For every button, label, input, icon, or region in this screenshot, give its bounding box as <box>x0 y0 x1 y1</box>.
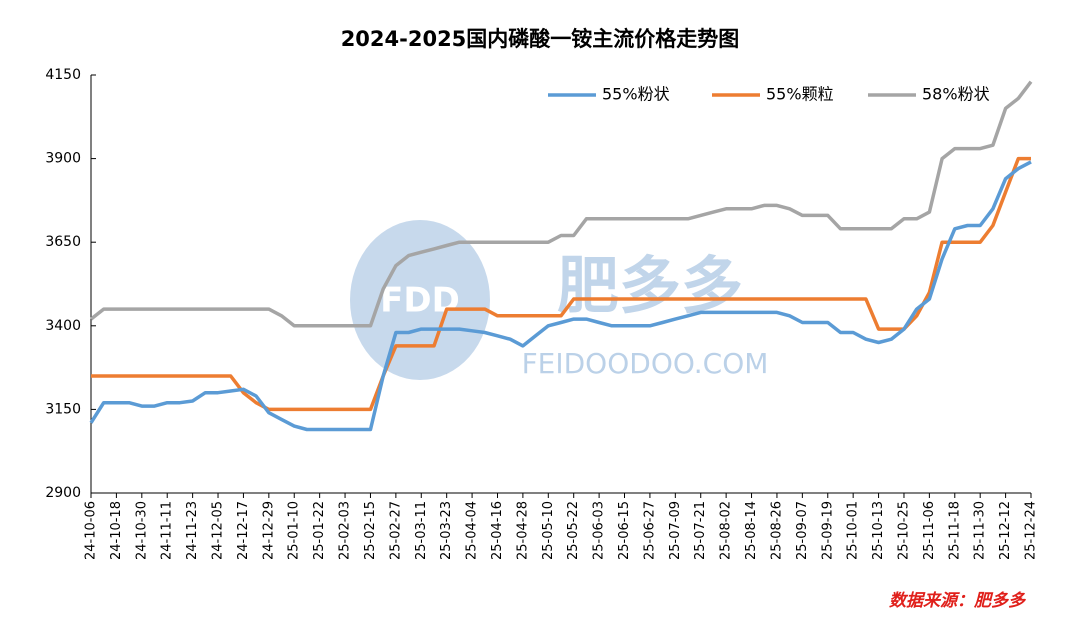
series-line <box>89 160 1032 432</box>
legend-label: 58%粉状 <box>922 85 990 104</box>
x-tick-label: 25-10-25 <box>896 501 911 560</box>
x-tick-label: 25-10-01 <box>846 501 861 560</box>
x-tick-label: 25-07-09 <box>668 501 683 560</box>
y-tick-label: 2900 <box>45 485 81 501</box>
x-tick-label: 25-09-19 <box>820 501 835 560</box>
x-tick-label: 25-02-15 <box>363 501 378 560</box>
x-tick-label: 24-12-05 <box>211 501 226 560</box>
y-tick-label: 4150 <box>45 67 81 83</box>
x-tick-label: 24-10-06 <box>84 501 99 560</box>
series-line <box>91 156 1031 412</box>
x-tick-label: 24-10-30 <box>134 501 149 560</box>
x-tick-label: 24-11-11 <box>160 501 175 560</box>
x-tick-label: 25-08-14 <box>744 501 759 560</box>
x-tick-label: 24-12-29 <box>261 501 276 560</box>
x-tick-label: 25-06-03 <box>592 501 607 560</box>
x-tick-label: 25-11-30 <box>973 501 988 560</box>
x-tick-label: 24-11-23 <box>185 501 200 560</box>
x-tick-label: 25-03-23 <box>439 501 454 560</box>
watermark-logo <box>350 220 490 380</box>
x-tick-label: 25-12-12 <box>998 501 1013 560</box>
x-tick-label: 25-07-21 <box>693 501 708 560</box>
x-tick-label: 25-08-02 <box>719 501 734 560</box>
watermark-name: 肥多多 <box>557 249 743 322</box>
legend-label: 55%颗粒 <box>766 85 834 104</box>
x-tick-label: 25-02-27 <box>388 501 403 560</box>
x-tick-label: 25-09-07 <box>795 501 810 560</box>
watermark-site: FEIDOODOO.COM <box>522 347 769 380</box>
watermark-logo-text: FDD <box>380 281 460 321</box>
source-note: 数据来源：肥多多 <box>889 591 1027 611</box>
x-tick-label: 25-05-10 <box>541 501 556 560</box>
x-tick-label: 25-01-22 <box>312 501 327 560</box>
x-tick-label: 25-06-15 <box>617 501 632 560</box>
x-tick-label: 25-01-10 <box>287 501 302 560</box>
y-tick-label: 3150 <box>45 401 81 417</box>
x-tick-label: 24-12-17 <box>236 501 251 560</box>
x-tick-label: 25-11-18 <box>947 501 962 560</box>
x-tick-label: 25-08-26 <box>769 501 784 560</box>
legend-label: 55%粉状 <box>602 85 670 104</box>
watermark: FDD 肥多多 FEIDOODOO.COM <box>350 220 768 380</box>
series-line <box>89 80 1033 328</box>
y-tick-label: 3900 <box>45 151 81 167</box>
y-tick-label: 3650 <box>45 234 81 250</box>
chart-title: 2024-2025国内磷酸一铵主流价格走势图 <box>341 27 740 51</box>
x-tick-label: 25-11-06 <box>922 501 937 560</box>
x-tick-label: 25-02-03 <box>338 501 353 560</box>
y-tick-label: 3400 <box>45 318 81 334</box>
x-tick-label: 25-04-28 <box>515 501 530 560</box>
x-tick-label: 25-05-22 <box>566 501 581 560</box>
x-tick-label: 24-10-18 <box>109 501 124 560</box>
x-tick-label: 25-10-13 <box>871 501 886 560</box>
x-tick-label: 25-06-27 <box>642 501 657 560</box>
x-tick-label: 25-04-04 <box>465 501 480 560</box>
x-tick-label: 25-12-24 <box>1024 501 1039 560</box>
x-tick-label: 25-04-16 <box>490 501 505 560</box>
x-tick-label: 25-03-11 <box>414 501 429 560</box>
